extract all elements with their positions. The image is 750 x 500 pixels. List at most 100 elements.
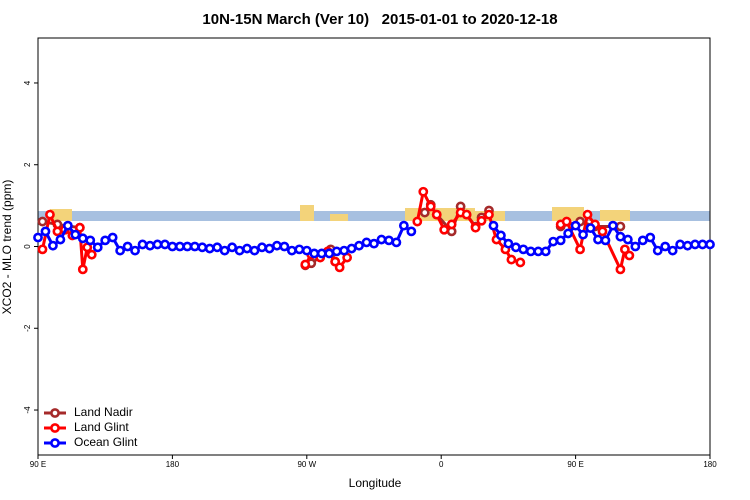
data-point [533,246,544,257]
data-point [555,235,566,246]
data-point [431,209,442,220]
x-tick-label: 90 W [297,460,316,469]
data-point [309,248,320,259]
data-point [62,220,73,231]
data-point [518,244,529,255]
data-point [690,239,700,250]
data-point [316,248,327,259]
data-point [506,254,517,265]
data-point [637,235,648,246]
legend-label: Land Glint [74,420,129,434]
data-point [37,244,48,255]
data-point [548,236,559,247]
data-point [425,201,436,212]
data-point [115,245,126,256]
data-point [615,264,626,275]
data-point [667,245,678,256]
data-point [619,244,630,255]
data-point [361,237,372,248]
data-point [160,239,170,250]
data-point [705,239,715,250]
data-point [622,234,633,245]
data-point [593,234,603,245]
data-point [608,220,618,231]
data-point [600,235,611,246]
data-point [182,241,193,252]
data-point [257,242,267,253]
data-point [234,245,245,256]
data-point [615,221,626,232]
data-point [167,241,178,252]
data-point [496,230,506,241]
legend-label: Ocean Glint [74,435,138,449]
x-axis-label: Longitude [349,476,402,490]
data-point [582,209,593,220]
x-tick-label: 180 [166,460,180,469]
data-point [92,242,103,253]
data-point [675,239,686,250]
data-point [197,242,208,253]
y-tick-label: -2 [23,324,32,332]
legend-marker [50,408,60,418]
data-point [37,216,48,227]
data-point [324,248,335,259]
data-point [279,241,290,252]
data-point [597,226,608,237]
data-point [242,243,252,254]
x-tick-label: 0 [439,460,444,469]
data-point [85,235,96,246]
data-point [570,220,581,231]
data-point [40,226,51,237]
data-point [204,243,215,254]
x-tick-label: 90 E [30,460,46,469]
data-point [77,233,88,244]
data-point [219,245,230,256]
data-point [615,231,626,242]
data-point [331,246,342,257]
data-point [122,241,133,252]
data-point [376,234,387,245]
data-point [630,241,641,252]
data-point [107,232,118,243]
data-point [130,245,140,256]
data-point [48,240,58,251]
data-point [682,240,693,251]
data-point [212,242,223,253]
chart-title: 10N-15N March (Ver 10) 2015-01-01 to 202… [202,11,557,28]
data-point [525,246,536,257]
legend-label: Land Nadir [74,405,133,419]
y-tick-label: 2 [23,162,32,167]
data-point [575,244,585,255]
data-point [484,209,494,220]
data-point [585,223,596,234]
data-point [406,226,417,237]
y-axis-label: XCO2 - MLO trend (ppm) [0,180,14,315]
data-point [645,232,656,243]
y-tick-label: 0 [23,244,32,249]
data-point [503,238,514,249]
data-point [301,245,312,256]
data-point [77,264,88,275]
data-point [45,209,55,220]
data-point [100,235,111,246]
data-point [398,220,409,231]
data-point [446,219,457,230]
data-point [578,229,588,240]
data-point [346,243,357,254]
data-point [264,243,275,254]
data-point [515,257,526,268]
data-point [286,245,297,256]
data-point [300,259,311,270]
data-point [86,249,97,260]
data-point [476,215,487,226]
data-point [561,216,572,227]
legend-marker [50,423,60,433]
data-point [354,240,364,251]
data-point [660,241,671,252]
data-point [439,224,450,235]
data-point [624,250,635,261]
data-point [652,245,663,256]
data-point [369,238,379,249]
data-point [249,245,260,256]
